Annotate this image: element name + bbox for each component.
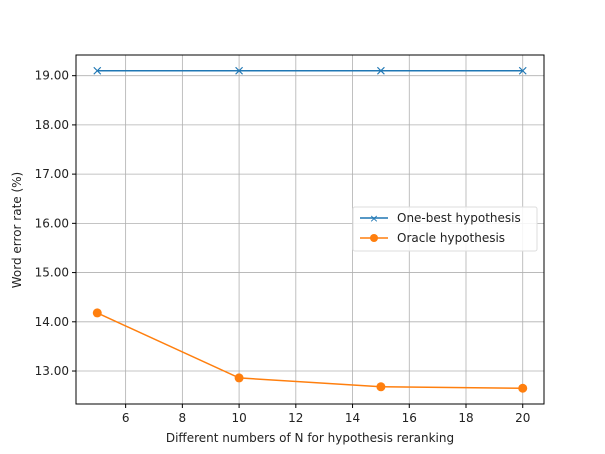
data-point-circle: [518, 383, 528, 393]
data-point-x-marker: [518, 66, 527, 75]
data-point-x-marker: [376, 66, 385, 75]
plot-frame: [75, 54, 545, 405]
y-tick-label: 19.00: [35, 69, 69, 83]
data-point-circle: [234, 373, 244, 383]
x-tick-label: 12: [288, 411, 303, 425]
x-tick-label: 18: [458, 411, 473, 425]
data-point-circle: [376, 382, 386, 392]
data-point-x-marker: [235, 66, 244, 75]
x-tick-label: 8: [179, 411, 187, 425]
data-point-x-marker: [93, 66, 102, 75]
legend-marker-one-best: ×: [369, 212, 378, 225]
legend-box: [352, 206, 538, 252]
x-tick-label: 16: [402, 411, 417, 425]
ticks: 6 8 10 12 14 16 18 20 13.00 14.00 15.00 16.00 17.00 1…: [35, 69, 531, 425]
y-tick-label: 13.00: [35, 364, 69, 378]
series-group: [92, 66, 528, 393]
x-axis-label: Different numbers of N for hypothesis re…: [166, 431, 454, 445]
x-tick-label: 20: [515, 411, 530, 425]
legend-marker-oracle: [370, 234, 378, 242]
y-axis-label: Word error rate (%): [10, 172, 24, 288]
legend: × One-best hypothesis Oracle hypothesis: [352, 206, 538, 252]
x-tick-label: 10: [231, 411, 246, 425]
y-tick-label: 16.00: [35, 216, 69, 230]
y-tick-label: 17.00: [35, 167, 69, 181]
y-tick-label: 14.00: [35, 315, 69, 329]
series-line-1: [96, 312, 523, 389]
legend-label-oracle: Oracle hypothesis: [397, 231, 505, 245]
y-tick-label: 15.00: [35, 266, 69, 280]
x-tick-label: 6: [122, 411, 130, 425]
y-tick-label: 18.00: [35, 118, 69, 132]
x-tick-label: 14: [345, 411, 360, 425]
legend-label-one-best: One-best hypothesis: [397, 211, 521, 225]
data-point-circle: [92, 308, 102, 318]
